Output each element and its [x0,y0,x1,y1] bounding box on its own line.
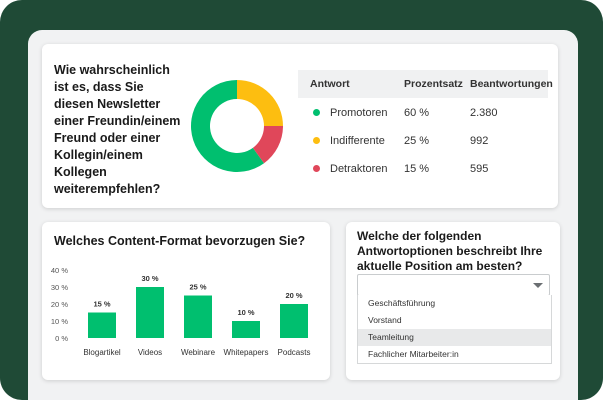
dropdown-option[interactable]: Geschäftsführung [358,295,551,312]
y-tick-label: 10 % [51,317,68,326]
bar [184,295,212,338]
bar-chart: 0 % 10 % 20 % 30 % 40 % 15 % Blogartikel 30 % Vi… [51,266,311,357]
donut-segment [237,80,283,126]
value-label: 30 % [141,274,158,283]
answer-label: Indifferente [330,135,385,147]
dropdown-option[interactable]: Teamleitung [358,329,551,346]
table-row: Detraktoren 15 % 595 [298,154,548,182]
legend-dot [313,109,320,116]
answer-label: Promotoren [330,107,388,119]
table-row: Promotoren 60 % 2.380 [298,98,548,126]
header-cell: Antwort [310,78,350,90]
nps-card: Wie wahrscheinlich ist es, dass Sie dies… [42,44,558,208]
bar-title: Welches Content-Format bevorzugen Sie? [54,234,306,248]
count-label: 992 [470,135,489,147]
header-cell: Prozentsatz [404,78,463,90]
dropdown-question: Welche der folgenden Antwortoptionen bes… [357,229,543,273]
x-tick-label: Blogartikel [83,348,121,357]
y-tick-label: 30 % [51,283,68,292]
table-header: Antwort Prozentsatz Beantwortungen [298,70,553,98]
x-tick-label: Whitepapers [224,348,269,357]
table-row: Indifferente 25 % 992 [298,126,548,154]
answer-table: Antwort Prozentsatz Beantwortungen Promotor… [298,70,553,182]
bar [136,287,164,338]
x-tick-label: Webinare [181,348,216,357]
donut-segment [252,126,283,164]
y-tick-label: 0 % [55,334,68,343]
legend-dot [313,137,320,144]
select-box[interactable] [357,274,550,296]
percent-label: 60 % [404,107,430,119]
bar [88,312,116,338]
option-list: Geschäftsführung Vorstand Teamleitung Fachl… [357,295,552,364]
y-tick-label: 40 % [51,266,68,275]
x-tick-label: Podcasts [278,348,311,357]
percent-label: 25 % [404,135,430,147]
answer-label: Detraktoren [330,163,388,175]
value-label: 10 % [237,308,254,317]
dropdown-option[interactable]: Vorstand [358,312,551,329]
chevron [533,283,543,288]
y-tick-label: 20 % [51,300,68,309]
donut-segment [190,80,265,172]
value-label: 25 % [189,283,206,292]
value-label: 15 % [93,300,110,309]
nps-question: Wie wahrscheinlich ist es, dass Sie dies… [54,63,181,196]
count-label: 595 [470,163,489,175]
count-label: 2.380 [470,107,498,119]
bar [232,321,260,338]
dropdown-card: Welche der folgenden Antwortoptionen bes… [346,222,560,380]
bar [280,304,308,338]
x-tick-label: Videos [138,348,162,357]
bar-card: Welches Content-Format bevorzugen Sie? 0… [42,222,330,380]
legend-dot [313,165,320,172]
value-label: 20 % [285,291,302,300]
percent-label: 15 % [404,163,430,175]
header-cell: Beantwortungen [470,78,553,90]
dropdown-option[interactable]: Fachlicher Mitarbeiter:in [358,346,551,363]
donut-chart [190,80,283,172]
